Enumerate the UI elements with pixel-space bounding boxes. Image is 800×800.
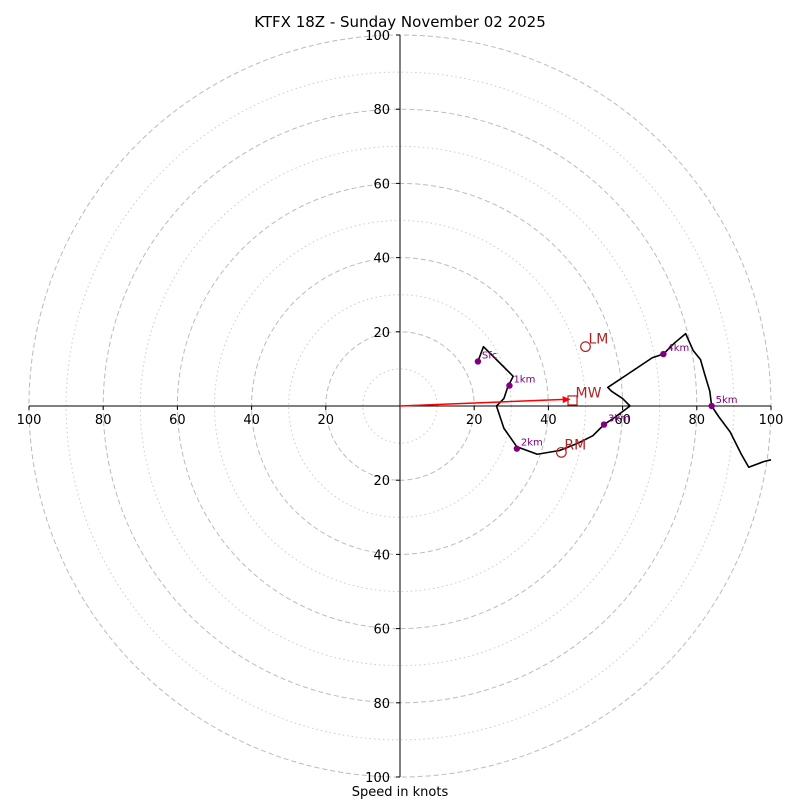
y-tick-label: 20 xyxy=(373,474,390,489)
chart-title: KTFX 18Z - Sunday November 02 2025 xyxy=(254,13,546,31)
hodograph-trace xyxy=(477,332,772,469)
storm-motion-markers: LM RM MW xyxy=(555,332,609,458)
height-marker-dot xyxy=(474,358,482,365)
height-marker-label: 1km xyxy=(513,375,535,386)
x-tick-label: 100 xyxy=(759,413,784,428)
height-marker-label: 4km xyxy=(667,343,689,354)
y-tick-label: 40 xyxy=(373,252,390,267)
y-tick-label: 100 xyxy=(365,29,390,44)
y-tick-label: 60 xyxy=(373,623,390,638)
height-marker-dot xyxy=(600,421,608,428)
height-marker-dot xyxy=(513,445,521,452)
motion-marker-label: MW xyxy=(576,385,602,401)
y-tick-label: 60 xyxy=(373,177,390,192)
height-marker-label: 2km xyxy=(521,438,543,449)
x-tick-label: 80 xyxy=(689,413,706,428)
height-marker-dot xyxy=(708,402,715,410)
motion-marker-label: RM xyxy=(564,437,586,453)
x-tick-label: 20 xyxy=(466,413,483,428)
hodograph-line xyxy=(477,332,772,469)
mean-wind-vector xyxy=(399,396,571,407)
y-tick-label: 100 xyxy=(365,771,390,786)
vector-shaft xyxy=(399,398,565,407)
height-marker-label: 5km xyxy=(716,395,738,406)
x-tick-label: 40 xyxy=(243,413,260,428)
height-marker-dot xyxy=(506,382,513,389)
motion-marker-circle xyxy=(580,341,591,353)
height-marker-label: 3km xyxy=(608,414,630,425)
x-axis-label: Speed in knots xyxy=(352,785,449,800)
height-markers: Sfc 1km 2km 3km 4km 5km xyxy=(474,343,738,452)
x-tick-label: 60 xyxy=(614,413,631,428)
tick-labels: 100 100 80 80 60 60 40 40 20 20 20 20 40 40 60 60 80 80 10… xyxy=(17,29,784,786)
y-tick-label: 20 xyxy=(373,326,390,341)
x-tick-label: 80 xyxy=(95,413,112,428)
motion-marker-circle xyxy=(555,446,567,458)
motion-marker-label: LM xyxy=(589,332,609,348)
vector-arrowhead xyxy=(562,396,571,404)
x-tick-label: 20 xyxy=(318,413,335,428)
x-tick-label: 40 xyxy=(540,413,557,428)
height-marker-label: Sfc xyxy=(482,350,497,361)
x-tick-label: 100 xyxy=(17,413,42,428)
height-marker-dot xyxy=(660,350,667,358)
y-tick-label: 40 xyxy=(373,548,390,563)
y-tick-label: 80 xyxy=(373,103,390,118)
y-tick-label: 80 xyxy=(373,697,390,712)
x-tick-label: 60 xyxy=(169,413,186,428)
motion-marker-square xyxy=(567,395,578,406)
